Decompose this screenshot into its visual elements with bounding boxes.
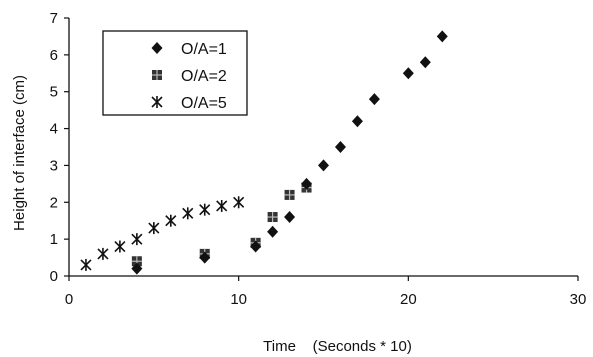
data-point [284, 189, 295, 200]
legend-marker [152, 70, 162, 80]
data-point [233, 196, 245, 209]
data-point [334, 141, 346, 153]
data-point [351, 115, 363, 128]
series-o-a-5 [80, 196, 245, 271]
x-tick-label: 0 [65, 291, 73, 308]
data-point [97, 247, 109, 260]
data-point [436, 30, 448, 43]
legend-item: O/A=1 [151, 41, 227, 58]
y-tick-label: 6 [50, 47, 58, 64]
legend-marker [151, 42, 163, 54]
legend-marker [151, 96, 163, 108]
y-tick-label: 2 [50, 194, 58, 211]
data-point [131, 233, 143, 246]
data-point [368, 93, 380, 106]
legend-item: O/A=2 [152, 68, 227, 85]
data-point [199, 203, 211, 216]
data-point [131, 262, 143, 275]
data-point [402, 67, 414, 80]
legend-item: O/A=5 [151, 95, 227, 112]
data-point [216, 199, 228, 212]
y-tick-label: 7 [50, 10, 58, 27]
y-axis-title: Height of interface (cm) [11, 75, 28, 231]
data-point [114, 240, 126, 253]
data-points [80, 30, 448, 275]
legend: O/A=1 O/A=2 O/A=5 [102, 30, 248, 116]
y-tick-label: 4 [50, 121, 58, 138]
legend-label: O/A=1 [181, 41, 227, 58]
series-o-a-1 [131, 30, 448, 275]
data-point [165, 214, 177, 227]
data-point [148, 222, 160, 235]
x-tick-label: 30 [570, 291, 587, 308]
data-point [318, 159, 329, 172]
x-axis-title: Time (Seconds * 10) [263, 338, 412, 355]
data-point [80, 258, 92, 271]
data-point [267, 225, 279, 238]
data-point [199, 251, 211, 264]
y-tick-label: 1 [50, 231, 58, 248]
legend-label: O/A=5 [181, 95, 227, 112]
data-point [419, 56, 431, 69]
y-tick-label: 5 [50, 84, 58, 101]
tick-group: 0 1 2 3 4 5 6 7 0 10 20 30 [50, 10, 587, 308]
series-o-a-2 [131, 182, 312, 267]
legend-label: O/A=2 [181, 68, 227, 85]
axes [68, 18, 578, 277]
legend-box [102, 30, 248, 116]
data-point [301, 177, 313, 190]
x-tick-label: 20 [400, 291, 417, 308]
x-tick-label: 10 [230, 291, 247, 308]
data-point [267, 212, 278, 223]
data-point [182, 207, 194, 220]
data-point [250, 240, 262, 253]
data-point [284, 211, 296, 224]
y-tick-label: 3 [50, 157, 58, 174]
y-tick-label: 0 [50, 268, 58, 285]
